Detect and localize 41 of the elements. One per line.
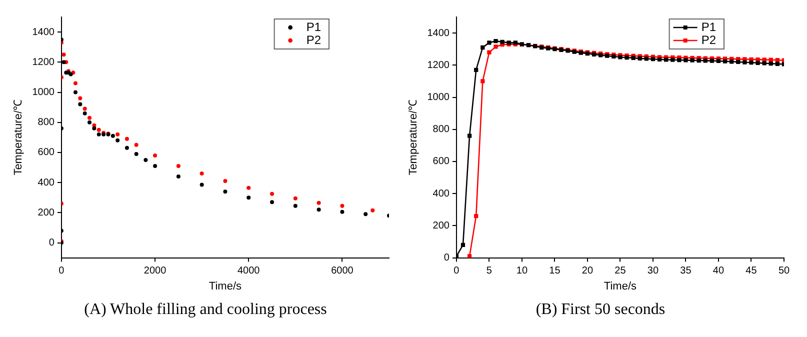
legend-label: P2: [701, 32, 716, 47]
y-tick-label: 1200: [32, 56, 55, 68]
x-axis-title: Time/s: [208, 280, 242, 292]
x-tick-label: 6000: [331, 266, 354, 277]
legend-label: P1: [701, 20, 716, 34]
y-tick-label: 600: [38, 147, 55, 158]
y-tick-label: 400: [38, 177, 55, 188]
text: (B) First 50 seconds: [534, 301, 666, 319]
x-tick-label: 45: [746, 266, 758, 277]
y-tick-label: 1400: [427, 28, 450, 39]
y-tick-label: 800: [38, 117, 55, 128]
x-tick-label: 15: [549, 266, 561, 277]
y-axis-title: Temperature/℃: [12, 99, 25, 176]
x-tick-label: 20: [582, 266, 594, 277]
x-tick-label: 5: [486, 266, 492, 277]
x-tick-label: 4000: [237, 266, 260, 277]
x-tick-label: 0: [58, 266, 65, 277]
y-tick-label: 1400: [32, 26, 55, 38]
y-tick-label: 0: [444, 252, 450, 264]
x-tick-label: 30: [647, 266, 659, 277]
x-tick-label: 25: [614, 266, 626, 277]
y-tick-label: 600: [432, 156, 450, 168]
x-tick-label: 10: [516, 266, 528, 277]
y-tick-label: 400: [432, 188, 450, 200]
y-tick-label: 0: [48, 238, 55, 248]
text: (A) Whole filling and cooling process: [83, 301, 328, 319]
x-tick-label: 0: [454, 266, 460, 277]
y-axis-title: Temperature/℃: [408, 99, 420, 176]
x-tick-label: 50: [778, 266, 790, 277]
x-tick-label: 40: [712, 266, 724, 277]
y-tick-label: 200: [432, 220, 450, 232]
y-tick-label: 200: [38, 207, 55, 218]
legend-label: P1: [306, 20, 322, 34]
y-tick-label: 800: [432, 124, 450, 136]
x-tick-label: 2000: [144, 266, 167, 277]
y-tick-label: 1000: [427, 92, 450, 104]
y-tick-label: 1200: [427, 60, 450, 71]
x-axis-title: Time/s: [604, 280, 638, 292]
x-tick-label: 35: [680, 266, 692, 277]
y-tick-label: 1000: [32, 87, 55, 98]
legend-label: P2: [306, 32, 322, 47]
